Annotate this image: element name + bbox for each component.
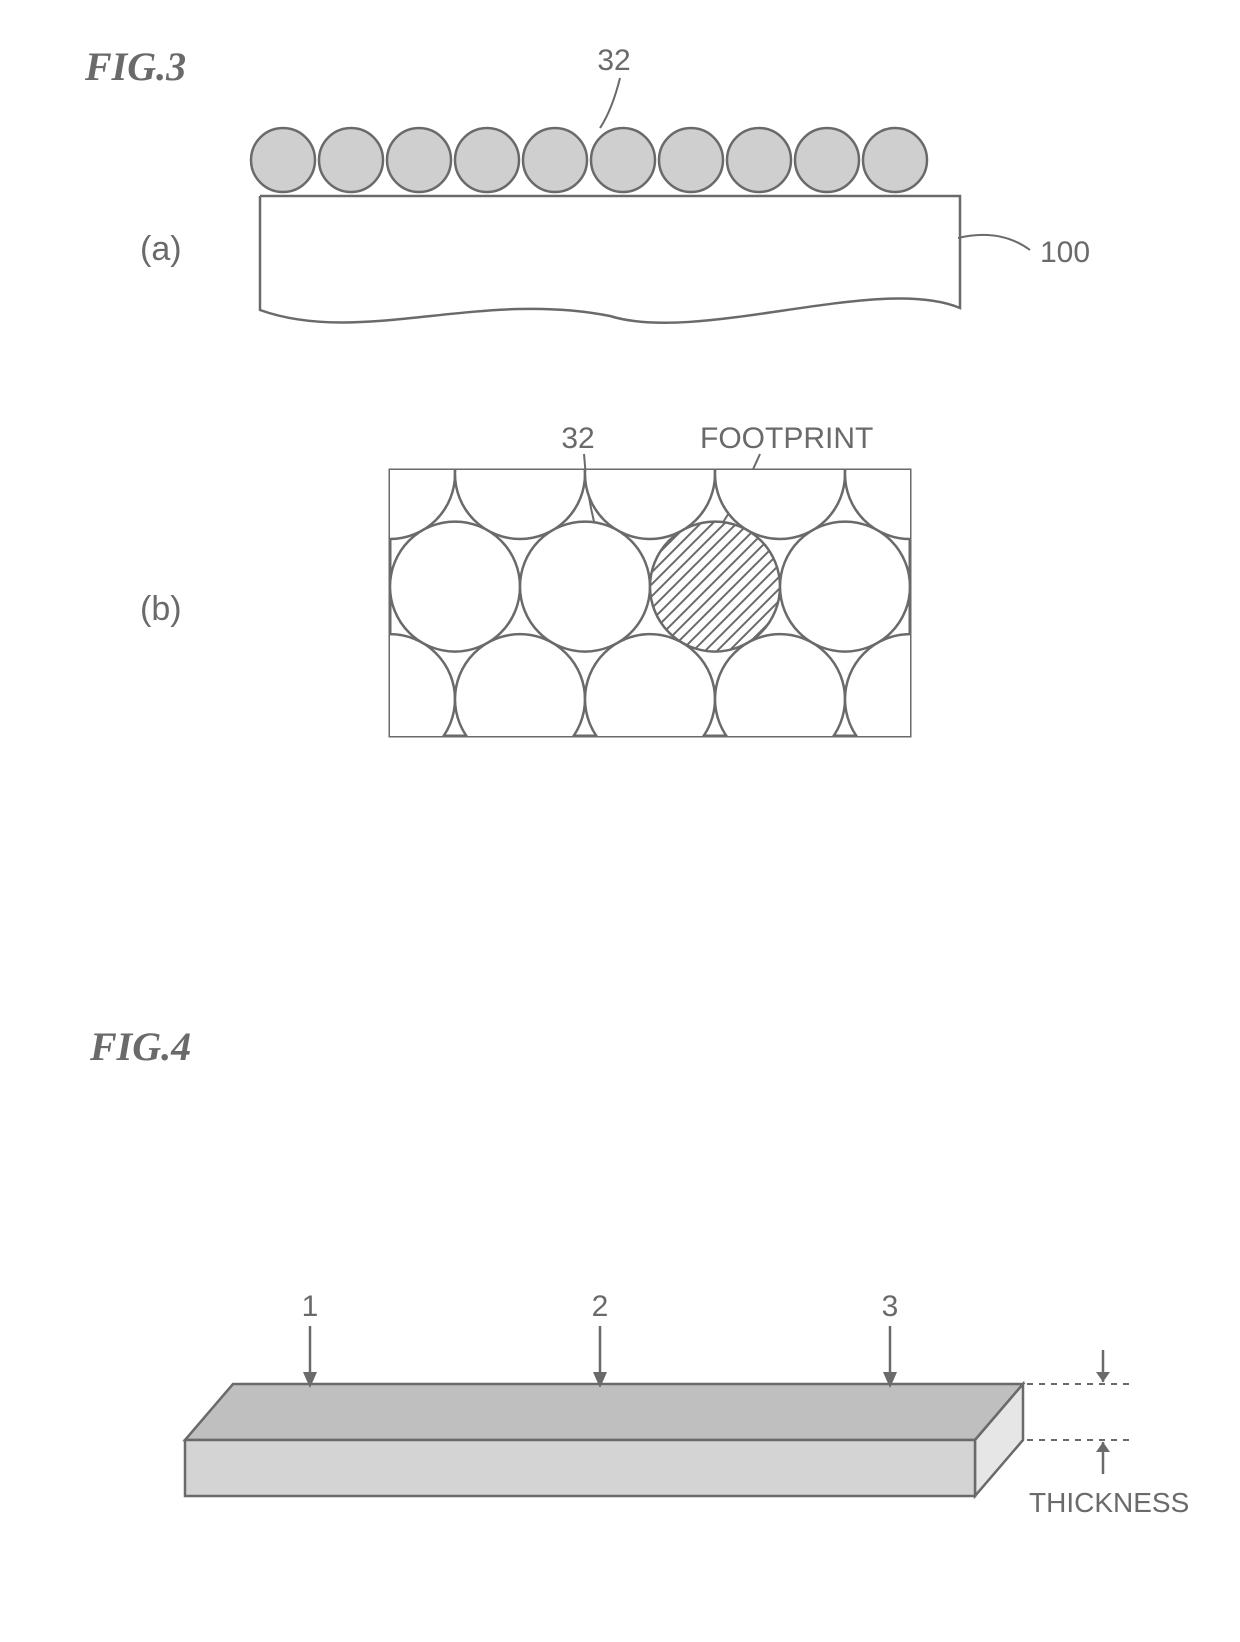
fig3-part-a: (a) <box>140 230 182 268</box>
callout-32-top: 32 <box>597 44 630 77</box>
leader-100 <box>958 235 1030 250</box>
top-arrows: 1 2 3 <box>302 1290 899 1388</box>
fig3: FIG.3 (a) 32 100 (b) 32 FOOTPRINT <box>84 44 1235 877</box>
grid-circle <box>845 634 975 764</box>
substrate <box>260 196 960 323</box>
grid-circle <box>975 634 1105 764</box>
grid-circle <box>650 747 780 877</box>
grid-circle <box>910 747 1040 877</box>
fig3-part-b: (b) <box>140 590 182 628</box>
grid-circle <box>520 747 650 877</box>
slab-point-number: 1 <box>302 1290 319 1323</box>
ball <box>727 128 791 192</box>
arrowhead-icon <box>1096 1442 1110 1452</box>
ball <box>863 128 927 192</box>
grid-circle <box>260 747 390 877</box>
slab <box>185 1384 1023 1496</box>
ball <box>319 128 383 192</box>
grid-group <box>260 409 1235 877</box>
fig4: FIG.4 1 2 3 THICKNESS <box>89 1024 1189 1518</box>
arrowhead-icon <box>1096 1372 1110 1382</box>
grid-circle <box>1040 747 1170 877</box>
grid-balls <box>260 409 1235 877</box>
grid-circle <box>780 522 910 652</box>
grid-circle <box>1040 522 1170 652</box>
ball <box>251 128 315 192</box>
fig4-label: FIG.4 <box>89 1024 191 1069</box>
grid-circle <box>780 747 910 877</box>
leader-32-top <box>600 78 620 128</box>
callout-32-mid: 32 <box>561 422 594 455</box>
thickness-arrow-up <box>1096 1442 1110 1474</box>
grid-circle <box>585 409 715 539</box>
slab-front <box>185 1440 975 1496</box>
slab-top <box>185 1384 1023 1440</box>
ball <box>795 128 859 192</box>
ball <box>387 128 451 192</box>
grid-circle <box>325 634 455 764</box>
grid-circle <box>390 747 520 877</box>
grid-circle <box>325 409 455 539</box>
callout-100: 100 <box>1040 236 1090 269</box>
grid-circle <box>260 522 390 652</box>
grid-circle <box>715 634 845 764</box>
ball <box>591 128 655 192</box>
grid-circle <box>1105 634 1235 764</box>
slab-point-number: 2 <box>592 1290 609 1323</box>
grid-circle <box>390 522 520 652</box>
ball <box>455 128 519 192</box>
thickness-indicator: THICKNESS <box>1027 1350 1189 1518</box>
balls-row <box>251 128 927 192</box>
grid-circle <box>975 409 1105 539</box>
ball <box>523 128 587 192</box>
thickness-label: THICKNESS <box>1029 1487 1189 1518</box>
slab-point-number: 3 <box>882 1290 899 1323</box>
thickness-arrow-down <box>1096 1350 1110 1382</box>
fig3-label: FIG.3 <box>84 44 186 89</box>
grid-circle <box>455 634 585 764</box>
callout-footprint: FOOTPRINT <box>700 422 873 455</box>
ball <box>659 128 723 192</box>
footprint-circle <box>650 522 780 652</box>
grid-circle <box>910 522 1040 652</box>
grid-circle <box>585 634 715 764</box>
grid-circle <box>520 522 650 652</box>
grid-circle <box>1105 409 1235 539</box>
figure-canvas: FIG.3 (a) 32 100 (b) 32 FOOTPRINT FIG.4 <box>0 0 1240 1642</box>
